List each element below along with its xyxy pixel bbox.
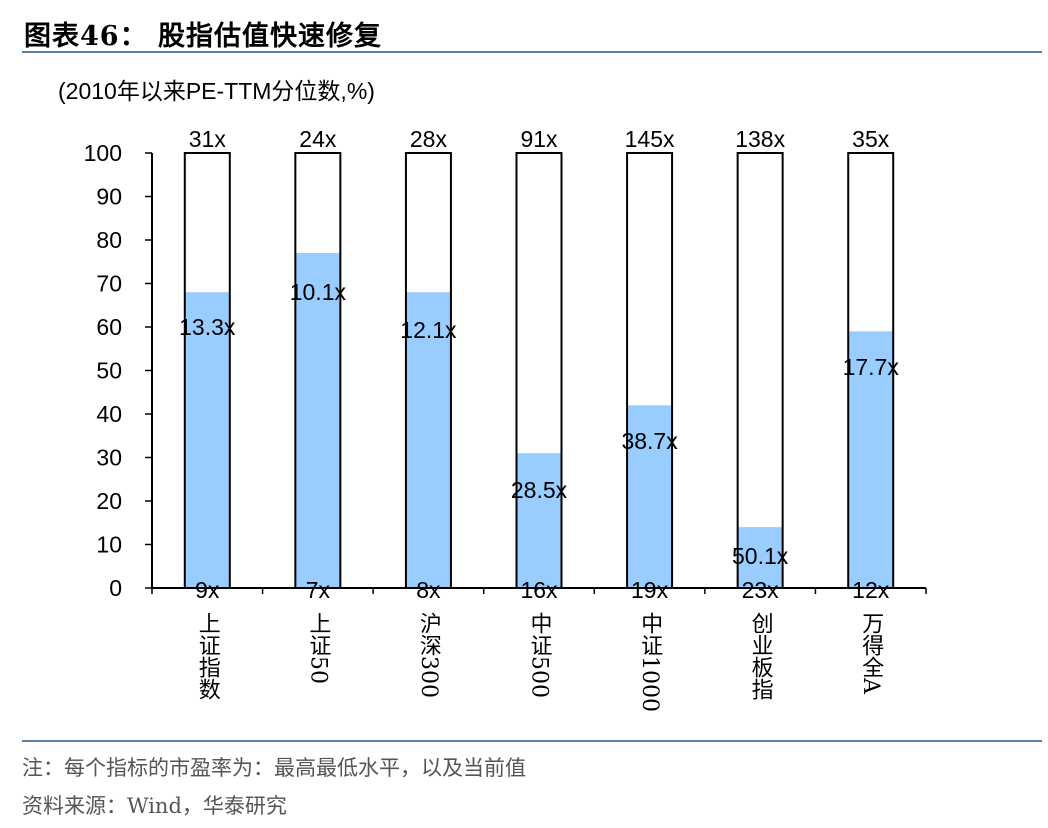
y-tick-label: 80 [96, 227, 122, 253]
bar-group: 24x 10.1x 7x 上证50 [290, 126, 347, 684]
range-outline [626, 152, 674, 589]
y-tick-label: 0 [109, 575, 122, 601]
current-pe-label: 38.7x [621, 428, 678, 454]
current-pe-label: 17.7x [843, 354, 900, 380]
current-percentile-bar [516, 453, 562, 588]
y-tick-label: 60 [96, 314, 122, 340]
bar-group: 31x 13.3x 9x 上证指数 [179, 126, 236, 700]
title-divider [22, 51, 1042, 53]
figure-title: 图表46： 股指估值快速修复 [24, 21, 382, 52]
bar-group: 145x 38.7x 19x 中证1000 [621, 126, 678, 712]
min-pe-label: 9x [195, 577, 220, 603]
current-pe-label: 10.1x [290, 279, 347, 305]
bar-group: 35x 17.7x 12x 万得全A [843, 126, 900, 695]
min-pe-label: 23x [742, 577, 780, 603]
y-tick-label: 100 [84, 140, 122, 166]
min-pe-label: 8x [416, 577, 441, 603]
min-pe-label: 16x [520, 577, 558, 603]
footer-divider [22, 740, 1042, 742]
source-note: 资料来源：Wind，华泰研究 [22, 794, 287, 818]
min-pe-label: 7x [306, 577, 331, 603]
bar-group: 91x 28.5x 16x 中证500 [511, 126, 568, 698]
range-outline [847, 152, 895, 589]
range-outline [183, 152, 231, 589]
max-pe-label: 91x [520, 126, 558, 152]
current-percentile-bar [405, 292, 451, 588]
bar-group: 138x 50.1x 23x 创业板指 [732, 126, 789, 700]
y-tick-label: 50 [96, 358, 122, 384]
current-percentile-bar [848, 331, 894, 588]
bar-group: 28x 12.1x 8x 沪深300 [400, 126, 457, 698]
max-pe-label: 35x [852, 126, 890, 152]
range-outline [404, 152, 452, 589]
category-label: 中证500 [527, 612, 552, 698]
chart-subtitle: (2010年以来PE-TTM分位数,%) [58, 78, 375, 104]
y-tick-label: 70 [96, 271, 122, 297]
range-outline [515, 152, 563, 589]
category-label: 沪深300 [416, 612, 442, 698]
y-tick-label: 40 [96, 401, 122, 427]
footnote: 注：每个指标的市盈率为：最高最低水平，以及当前值 [22, 756, 526, 780]
max-pe-label: 145x [625, 126, 675, 152]
y-tick-label: 90 [96, 184, 122, 210]
y-tick-label: 10 [96, 532, 122, 558]
percentile-bar-chart: 0 10 20 30 40 50 60 70 80 90 100 31x 13.3x 9x 上证指数 24x 1… [84, 126, 927, 712]
category-label: 创业板指 [748, 612, 774, 700]
min-pe-label: 19x [631, 577, 669, 603]
current-percentile-bar [184, 292, 230, 588]
current-percentile-bar [627, 405, 673, 588]
category-label: 上证50 [305, 612, 330, 684]
y-tick-label: 30 [96, 445, 122, 471]
current-pe-label: 13.3x [179, 314, 236, 340]
category-label: 万得全A [858, 612, 884, 695]
max-pe-label: 24x [299, 126, 337, 152]
max-pe-label: 28x [410, 126, 448, 152]
category-label: 上证指数 [195, 612, 221, 700]
range-outline [736, 152, 784, 589]
current-percentile-bar [737, 527, 783, 588]
max-pe-label: 138x [735, 126, 785, 152]
current-percentile-bar [295, 253, 341, 589]
y-tick-label: 20 [96, 488, 122, 514]
min-pe-label: 12x [852, 577, 890, 603]
range-outline [294, 152, 342, 589]
category-label: 中证1000 [637, 612, 662, 712]
current-pe-label: 12.1x [400, 317, 457, 343]
current-pe-label: 28.5x [511, 477, 568, 503]
current-pe-label: 50.1x [732, 543, 789, 569]
max-pe-label: 31x [189, 126, 227, 152]
